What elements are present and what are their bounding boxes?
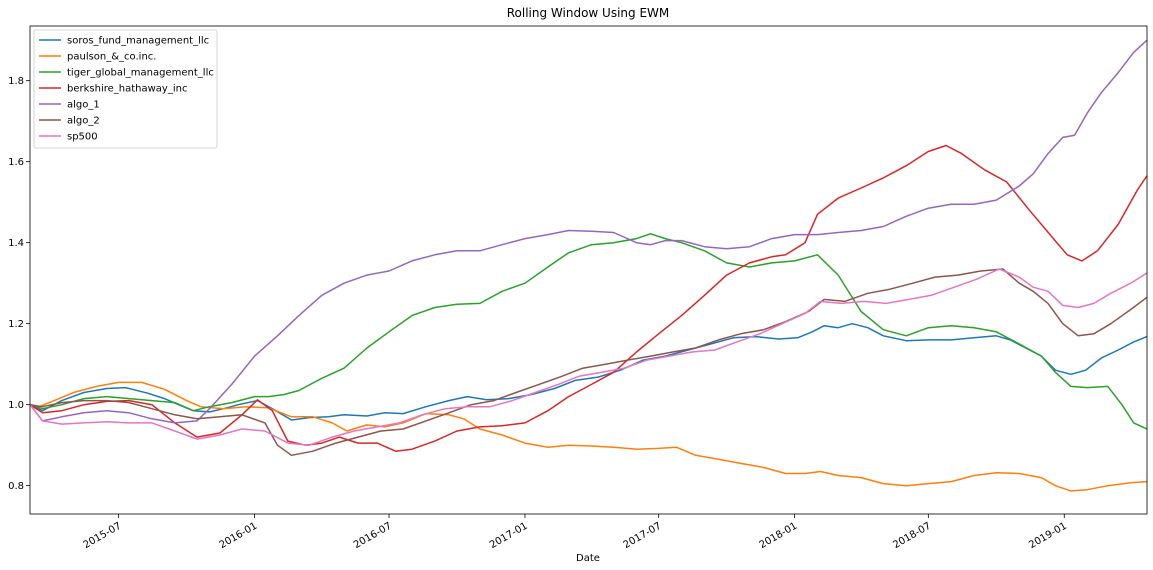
- series-line-6: [29, 268, 1148, 446]
- x-tick-label: 2018-07: [891, 521, 933, 551]
- series-layer: [29, 39, 1148, 492]
- x-tick-label: 2015-07: [82, 521, 124, 551]
- legend-entry: sp500: [67, 132, 98, 143]
- series-line-5: [29, 268, 1148, 457]
- x-tick-label: 2016-07: [352, 521, 394, 551]
- series-line-0: [29, 322, 1148, 421]
- y-tick-label: 1.4: [8, 238, 24, 249]
- x-axis: 2015-07 2016-01 2016-07 2017-01 2017-07 2018-…: [82, 514, 1069, 551]
- legend-entry: algo_1: [67, 100, 100, 111]
- legend: soros_fund_management_llc paulson_&_co.in…: [33, 29, 218, 149]
- series-line-4: [29, 39, 1148, 424]
- y-tick-label: 1.8: [8, 76, 24, 87]
- x-tick-label: 2019-01: [1027, 521, 1069, 551]
- plot-frame: [29, 25, 1148, 515]
- x-tick-label: 2018-01: [758, 521, 800, 551]
- series-line-3: [29, 144, 1148, 452]
- legend-entry: tiger_global_management_llc: [67, 68, 214, 79]
- series-line-2: [29, 233, 1148, 430]
- y-tick-label: 1.0: [8, 400, 24, 411]
- y-tick-label: 1.2: [8, 319, 24, 330]
- legend-entry: paulson_&_co.inc.: [67, 52, 156, 63]
- legend-entry: berkshire_hathaway_inc: [67, 84, 187, 95]
- series-line-1: [29, 381, 1148, 492]
- y-tick-label: 1.6: [8, 157, 24, 168]
- y-axis: 0.8 1.0 1.2 1.4 1.6 1.8: [8, 76, 30, 492]
- legend-entry: algo_2: [67, 116, 100, 127]
- legend-box: [33, 29, 218, 149]
- legend-entry: soros_fund_management_llc: [67, 36, 209, 47]
- x-tick-label: 2017-01: [488, 521, 530, 551]
- chart-title: Rolling Window Using EWM: [507, 6, 670, 20]
- y-tick-label: 0.8: [8, 481, 24, 492]
- x-axis-label: Date: [576, 553, 600, 564]
- x-tick-label: 2016-01: [218, 521, 260, 551]
- x-tick-label: 2017-07: [622, 521, 664, 551]
